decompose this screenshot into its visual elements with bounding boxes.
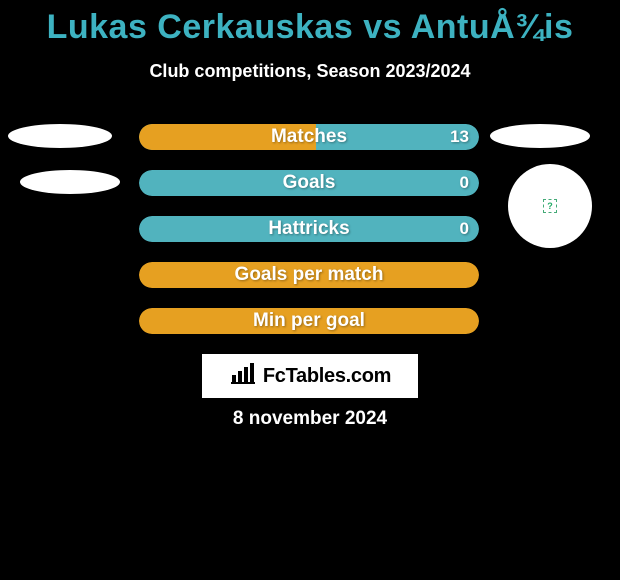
- placeholder-icon: ?: [543, 199, 557, 213]
- stat-bar: Min per goal: [139, 308, 479, 334]
- stat-bar: Hattricks0: [139, 216, 479, 242]
- stat-row: Min per goal: [0, 308, 620, 354]
- date-text: 8 november 2024: [0, 408, 620, 430]
- stat-label: Min per goal: [139, 308, 479, 334]
- logo-text: FcTables.com: [263, 365, 391, 388]
- stat-bar: Matches13: [139, 124, 479, 150]
- player1-name: Lukas Cerkauskas: [47, 8, 354, 46]
- logo-inner: FcTables.com: [229, 363, 391, 390]
- stat-row: Hattricks0: [0, 216, 620, 262]
- stat-value: 13: [450, 124, 469, 150]
- stat-bar: Goals0: [139, 170, 479, 196]
- stat-bar: Goals per match: [139, 262, 479, 288]
- left-ellipse: [8, 124, 112, 148]
- player2-name: AntuÅ¾is: [411, 8, 574, 46]
- stat-label: Hattricks: [139, 216, 479, 242]
- vs-text: vs: [363, 8, 402, 46]
- stat-label: Matches: [139, 124, 479, 150]
- stat-row: Goals per match: [0, 262, 620, 308]
- page-title: Lukas Cerkauskas vs AntuÅ¾is: [0, 0, 620, 47]
- left-ellipse: [20, 170, 120, 194]
- right-ellipse: [490, 124, 590, 148]
- logo-chart-icon: [229, 363, 257, 390]
- logo-box: FcTables.com: [202, 354, 418, 398]
- stat-label: Goals per match: [139, 262, 479, 288]
- stat-row: ? Goals0: [0, 170, 620, 216]
- stat-value: 0: [460, 216, 469, 242]
- subtitle: Club competitions, Season 2023/2024: [0, 61, 620, 82]
- stat-label: Goals: [139, 170, 479, 196]
- stat-row: Matches13: [0, 124, 620, 170]
- stat-value: 0: [460, 170, 469, 196]
